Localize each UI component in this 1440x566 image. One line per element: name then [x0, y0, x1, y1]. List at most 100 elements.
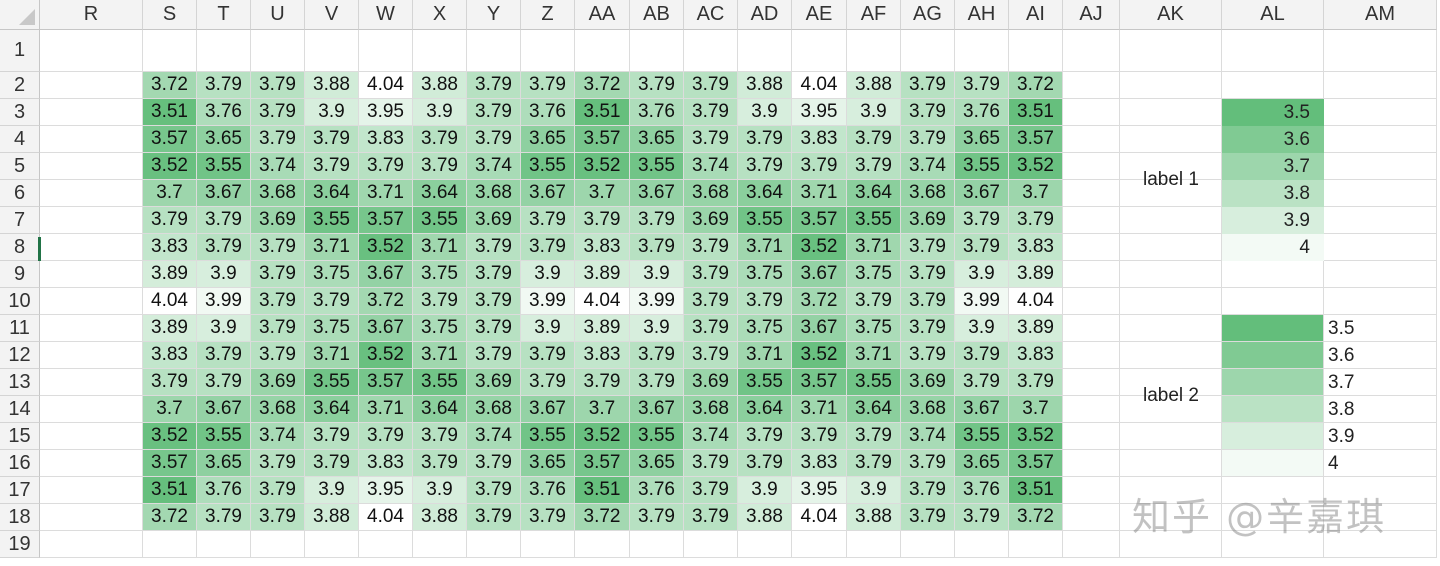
cell[interactable] — [1120, 315, 1222, 342]
cell[interactable] — [1063, 234, 1120, 261]
data-cell[interactable]: 3.74 — [467, 423, 521, 450]
data-cell[interactable]: 3.79 — [630, 369, 684, 396]
legend-2-swatch[interactable] — [1222, 396, 1324, 423]
column-header-ae[interactable]: AE — [792, 0, 847, 30]
cell[interactable] — [1063, 72, 1120, 99]
cell[interactable] — [1120, 396, 1222, 423]
data-cell[interactable]: 3.68 — [901, 396, 955, 423]
row-header-16[interactable]: 16 — [0, 450, 40, 477]
data-cell[interactable]: 3.69 — [684, 369, 738, 396]
cell[interactable] — [1063, 30, 1120, 72]
data-cell[interactable]: 3.52 — [575, 153, 630, 180]
cell[interactable] — [1120, 30, 1222, 72]
data-cell[interactable]: 3.79 — [251, 342, 305, 369]
data-cell[interactable]: 3.79 — [792, 423, 847, 450]
cell[interactable] — [1324, 288, 1437, 315]
data-cell[interactable]: 3.75 — [413, 315, 467, 342]
legend-2-value[interactable]: 3.8 — [1328, 398, 1355, 420]
cell[interactable] — [1120, 450, 1222, 477]
data-cell[interactable]: 3.67 — [197, 396, 251, 423]
legend-2-value[interactable]: 4 — [1328, 452, 1339, 474]
data-cell[interactable]: 3.55 — [413, 207, 467, 234]
data-cell[interactable]: 3.79 — [901, 288, 955, 315]
cell[interactable] — [40, 99, 143, 126]
data-cell[interactable]: 3.7 — [575, 180, 630, 207]
data-cell[interactable]: 3.79 — [847, 450, 901, 477]
data-cell[interactable]: 3.57 — [1009, 450, 1063, 477]
data-cell[interactable]: 3.79 — [251, 99, 305, 126]
data-cell[interactable]: 3.52 — [359, 234, 413, 261]
data-cell[interactable]: 3.68 — [684, 396, 738, 423]
data-cell[interactable]: 3.57 — [792, 207, 847, 234]
data-cell[interactable]: 3.79 — [684, 315, 738, 342]
data-cell[interactable]: 3.79 — [684, 477, 738, 504]
data-cell[interactable]: 3.79 — [413, 153, 467, 180]
cell[interactable] — [40, 126, 143, 153]
data-cell[interactable]: 3.71 — [847, 234, 901, 261]
data-cell[interactable]: 3.79 — [847, 126, 901, 153]
column-header-ah[interactable]: AH — [955, 0, 1009, 30]
data-cell[interactable]: 3.79 — [901, 234, 955, 261]
data-cell[interactable]: 4.04 — [792, 504, 847, 531]
column-header-af[interactable]: AF — [847, 0, 901, 30]
cell[interactable] — [251, 531, 305, 558]
data-cell[interactable]: 3.79 — [143, 207, 197, 234]
data-cell[interactable]: 3.9 — [630, 261, 684, 288]
data-cell[interactable]: 3.55 — [305, 207, 359, 234]
data-cell[interactable]: 3.55 — [521, 423, 575, 450]
data-cell[interactable]: 3.51 — [1009, 477, 1063, 504]
data-cell[interactable]: 3.67 — [359, 315, 413, 342]
cell[interactable] — [955, 531, 1009, 558]
legend-1-swatch[interactable]: 3.5 — [1222, 99, 1324, 126]
cell[interactable] — [467, 531, 521, 558]
data-cell[interactable]: 3.74 — [684, 153, 738, 180]
column-header-am[interactable]: AM — [1324, 0, 1437, 30]
data-cell[interactable]: 3.83 — [143, 234, 197, 261]
cell[interactable] — [1324, 396, 1437, 423]
data-cell[interactable]: 3.55 — [197, 153, 251, 180]
data-cell[interactable]: 3.71 — [413, 342, 467, 369]
column-header-s[interactable]: S — [143, 0, 197, 30]
data-cell[interactable]: 3.79 — [521, 369, 575, 396]
data-cell[interactable]: 3.79 — [197, 342, 251, 369]
cell[interactable] — [359, 531, 413, 558]
cell[interactable] — [197, 531, 251, 558]
cell[interactable] — [630, 531, 684, 558]
data-cell[interactable]: 3.71 — [359, 180, 413, 207]
column-header-ai[interactable]: AI — [1009, 0, 1063, 30]
data-cell[interactable]: 3.79 — [251, 72, 305, 99]
data-cell[interactable]: 3.79 — [684, 342, 738, 369]
cell[interactable] — [1063, 477, 1120, 504]
column-header-ad[interactable]: AD — [738, 0, 792, 30]
data-cell[interactable]: 3.57 — [143, 126, 197, 153]
data-cell[interactable]: 3.55 — [630, 153, 684, 180]
column-header-aa[interactable]: AA — [575, 0, 630, 30]
data-cell[interactable]: 3.52 — [792, 342, 847, 369]
data-cell[interactable]: 3.89 — [1009, 261, 1063, 288]
data-cell[interactable]: 3.64 — [413, 396, 467, 423]
data-cell[interactable]: 3.52 — [575, 423, 630, 450]
data-cell[interactable]: 4.04 — [575, 288, 630, 315]
cell[interactable] — [1063, 153, 1120, 180]
data-cell[interactable]: 3.79 — [251, 504, 305, 531]
data-cell[interactable]: 3.52 — [143, 423, 197, 450]
cell[interactable] — [40, 207, 143, 234]
data-cell[interactable]: 3.71 — [738, 342, 792, 369]
data-cell[interactable]: 3.76 — [197, 477, 251, 504]
cell[interactable] — [1120, 234, 1222, 261]
data-cell[interactable]: 3.88 — [413, 504, 467, 531]
data-cell[interactable]: 3.9 — [305, 99, 359, 126]
data-cell[interactable]: 3.79 — [684, 99, 738, 126]
data-cell[interactable]: 3.83 — [1009, 342, 1063, 369]
legend-2-value[interactable]: 3.6 — [1328, 344, 1355, 366]
cell[interactable] — [1324, 126, 1437, 153]
data-cell[interactable]: 3.72 — [143, 504, 197, 531]
data-cell[interactable]: 3.51 — [143, 99, 197, 126]
data-cell[interactable]: 3.99 — [955, 288, 1009, 315]
data-cell[interactable]: 3.67 — [521, 396, 575, 423]
data-cell[interactable]: 3.79 — [467, 477, 521, 504]
data-cell[interactable]: 3.57 — [575, 450, 630, 477]
cell[interactable] — [901, 30, 955, 72]
data-cell[interactable]: 3.68 — [251, 180, 305, 207]
column-header-x[interactable]: X — [413, 0, 467, 30]
